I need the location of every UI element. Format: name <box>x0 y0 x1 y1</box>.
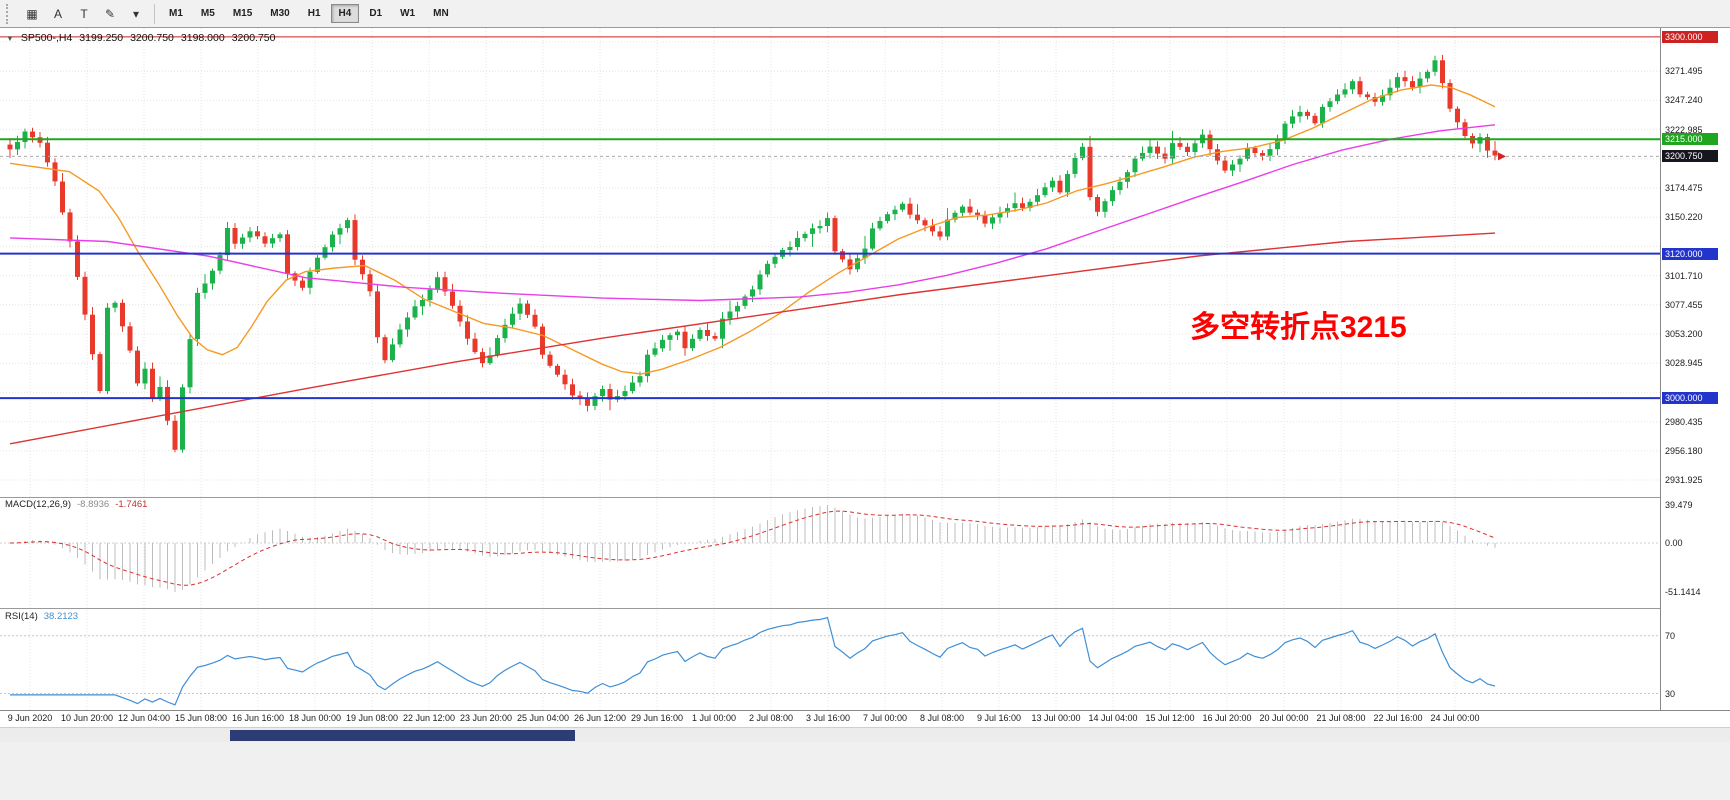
macd-axis-label: -51.1414 <box>1665 587 1701 597</box>
price-axis-label: 3053.200 <box>1665 329 1703 339</box>
price-axis-label: 3150.220 <box>1665 212 1703 223</box>
ohlc-open: 3199.250 <box>79 32 124 44</box>
scrollbar-thumb[interactable] <box>230 730 575 741</box>
symbol-period-label: SP500-,H4 <box>20 32 73 44</box>
macd-signal-value: -1.7461 <box>115 499 148 510</box>
rsi-label: RSI(14) <box>5 611 38 622</box>
price-axis-label: 3077.455 <box>1665 299 1703 310</box>
dropdown-caret-icon[interactable]: ▾ <box>132 6 140 21</box>
macd-header: MACD(12,26,9) -8.8936 -1.7461 <box>5 499 147 510</box>
time-axis-label: 26 Jun 12:00 <box>573 713 627 723</box>
time-axis-label: 9 Jul 16:00 <box>976 713 1022 723</box>
time-axis-label: 20 Jul 00:00 <box>1259 713 1309 723</box>
time-axis-label: 7 Jul 00:00 <box>862 713 908 723</box>
time-axis-label: 14 Jul 04:00 <box>1088 713 1138 723</box>
time-axis-label: 24 Jul 00:00 <box>1430 713 1480 723</box>
time-axis-label: 16 Jun 16:00 <box>231 713 285 723</box>
price-axis-label: 3028.945 <box>1665 358 1703 369</box>
time-axis-label: 29 Jun 16:00 <box>630 713 684 723</box>
time-axis-label: 23 Jun 20:00 <box>459 713 513 723</box>
window-filler <box>0 742 1730 800</box>
chart-canvas[interactable] <box>0 28 1660 710</box>
time-axis-label: 22 Jul 16:00 <box>1373 713 1423 723</box>
chevron-down-icon[interactable]: ▼ <box>6 33 14 43</box>
candlestick-series <box>7 54 1498 453</box>
ma-mid-magenta <box>9 124 1496 302</box>
time-axis-label: 2 Jul 08:00 <box>748 713 794 723</box>
time-axis-label: 22 Jun 12:00 <box>402 713 456 723</box>
time-axis-label: 19 Jun 08:00 <box>345 713 399 723</box>
macd-label: MACD(12,26,9) <box>5 499 71 510</box>
toolbar: ▦ A T ✎ ▾ M1 M5 M15 M30 H1 H4 D1 W1 MN <box>0 0 1730 28</box>
timeframe-button-h4[interactable]: H4 <box>330 4 360 23</box>
macd-axis-label: 0.00 <box>1665 538 1683 548</box>
time-axis-label: 12 Jun 04:00 <box>117 713 171 723</box>
macd-axis-label: 39.479 <box>1665 500 1693 510</box>
time-axis-label: 8 Jul 08:00 <box>919 713 965 723</box>
toolbar-separator <box>154 3 155 24</box>
time-axis-label: 3 Jul 16:00 <box>805 713 851 723</box>
price-axis-label: 3222.985 <box>1665 124 1703 135</box>
timeframe-button-m5[interactable]: M5 <box>200 8 215 19</box>
charts-grid-icon[interactable]: ▦ <box>26 6 38 21</box>
time-axis-label: 10 Jun 20:00 <box>60 713 114 723</box>
text-tool-icon[interactable]: T <box>80 6 88 21</box>
chart-symbol-header: ▼ SP500-,H4 3199.250 3200.750 3198.000 3… <box>6 32 275 44</box>
price-axis-label: 2956.180 <box>1665 445 1703 456</box>
macd-main-value: -8.8936 <box>77 499 110 510</box>
time-axis-label: 25 Jun 04:00 <box>516 713 570 723</box>
price-level-badge: 3000.000 <box>1662 392 1718 405</box>
timeframe-buttons: M1 M5 M15 M30 H1 H4 D1 W1 MN <box>160 4 458 23</box>
ohlc-close: 3200.750 <box>231 32 276 44</box>
price-axis-label: 3247.240 <box>1665 95 1703 106</box>
time-axis[interactable]: 9 Jun 2020 10 Jun 20:00 12 Jun 04:00 15 Jun… <box>0 710 1730 727</box>
rsi-line <box>10 616 1496 706</box>
ohlc-low: 3198.000 <box>180 32 225 44</box>
text-label-icon[interactable]: A <box>53 6 62 21</box>
chart-annotation: 多空转折点3215 <box>1190 311 1407 344</box>
time-axis-label: 15 Jul 12:00 <box>1145 713 1195 723</box>
rsi-header: RSI(14) 38.2123 <box>5 611 78 622</box>
ohlc-high: 3200.750 <box>130 32 174 44</box>
price-axis-label: 3174.475 <box>1665 183 1703 193</box>
price-axis-label: 2931.925 <box>1665 475 1703 485</box>
price-axis-label: 2980.435 <box>1665 416 1703 427</box>
time-axis-label: 16 Jul 20:00 <box>1202 713 1252 723</box>
toolbar-grip[interactable] <box>6 3 13 24</box>
current-price-badge: 3200.750 <box>1662 150 1718 163</box>
time-axis-label: 13 Jul 00:00 <box>1031 713 1081 723</box>
price-level-badge: 3215.000 <box>1662 133 1718 146</box>
timeframe-button-h1[interactable]: H1 <box>307 8 321 19</box>
ma-fast-orange <box>9 84 1496 375</box>
timeframe-button-d1[interactable]: D1 <box>369 8 383 19</box>
time-axis-label: 9 Jun 2020 <box>7 713 53 723</box>
time-axis-label: 15 Jun 08:00 <box>174 713 228 723</box>
timeframe-button-m15[interactable]: M15 <box>232 8 253 19</box>
price-axis-label: 3101.710 <box>1665 270 1703 281</box>
current-price-arrow <box>1498 152 1506 161</box>
rsi-axis-label: 70 <box>1665 630 1676 641</box>
grid-lines <box>0 28 1660 710</box>
macd-signal-line <box>9 510 1496 586</box>
time-axis-label: 18 Jun 00:00 <box>288 713 342 723</box>
timeframe-button-m1[interactable]: M1 <box>169 8 183 19</box>
chart-window: ▼ SP500-,H4 3199.250 3200.750 3198.000 3… <box>0 28 1730 800</box>
rsi-value: 38.2123 <box>43 611 79 622</box>
timeframe-button-m30[interactable]: M30 <box>270 8 290 19</box>
price-level-badge: 3120.000 <box>1662 247 1718 260</box>
price-level-badge: 3300.000 <box>1662 30 1718 43</box>
draw-tool-icon[interactable]: ✎ <box>104 6 116 21</box>
rsi-axis-label: 30 <box>1665 688 1676 699</box>
horizontal-levels[interactable] <box>0 36 1660 400</box>
horizontal-scrollbar[interactable] <box>0 727 1730 743</box>
timeframe-button-w1[interactable]: W1 <box>400 8 416 19</box>
macd-histogram <box>17 505 1496 592</box>
price-scale[interactable]: 3271.495 3247.240 3222.985 3174.475 3150.220… <box>1660 28 1730 710</box>
timeframe-button-mn[interactable]: MN <box>433 8 449 19</box>
time-axis-label: 21 Jul 08:00 <box>1316 713 1366 723</box>
time-axis-label: 1 Jul 00:00 <box>691 713 737 723</box>
toolbar-icons: ▦ A T ✎ ▾ <box>19 2 149 26</box>
price-axis-label: 3271.495 <box>1665 66 1703 77</box>
